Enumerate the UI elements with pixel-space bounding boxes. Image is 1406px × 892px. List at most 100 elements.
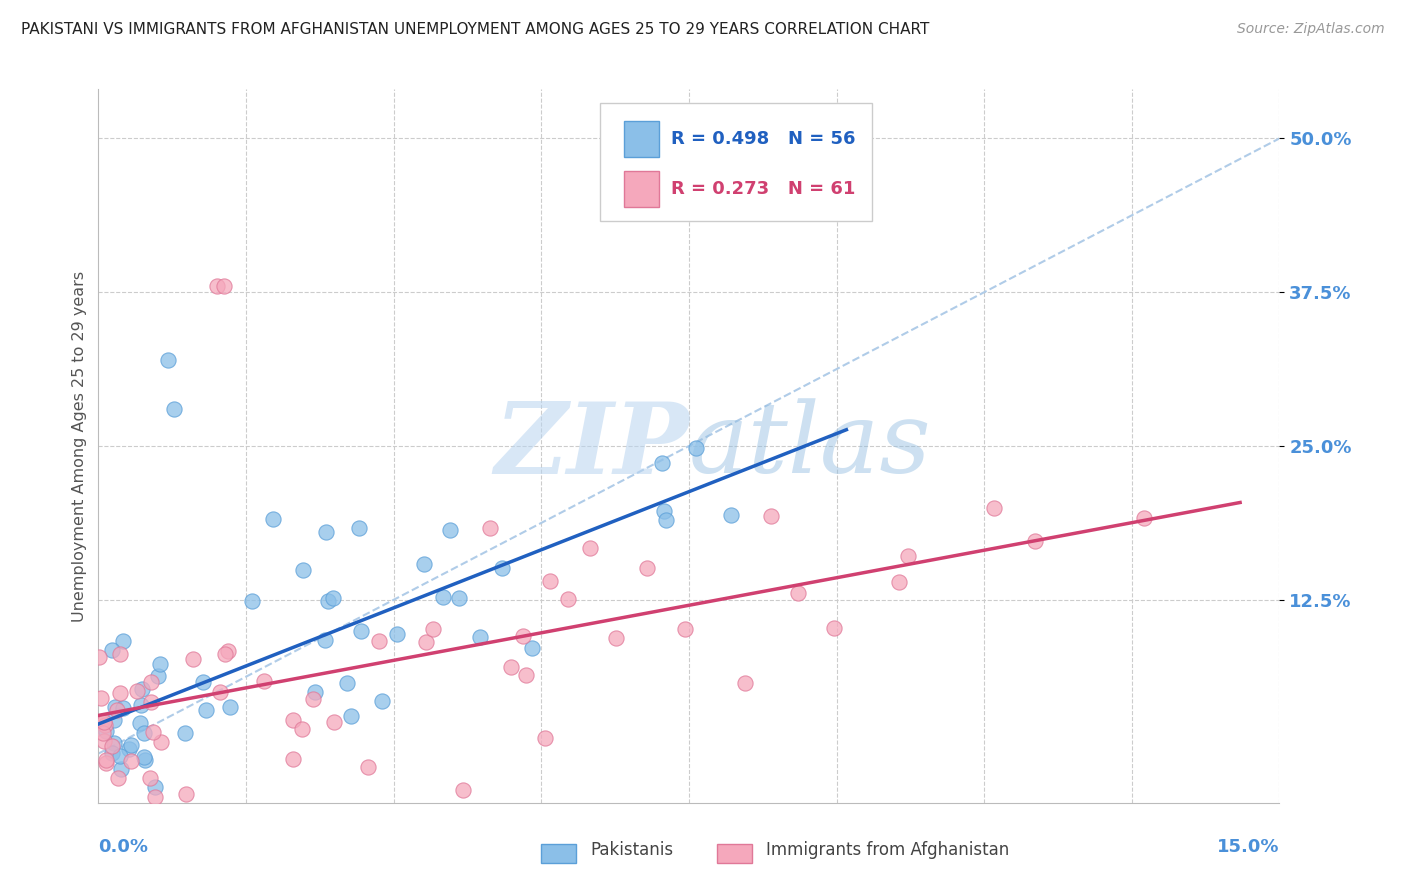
Point xyxy=(101,643,124,657)
Point xyxy=(139,821,162,835)
Point xyxy=(651,456,673,470)
Text: 15.0%: 15.0% xyxy=(1218,838,1279,856)
Point xyxy=(385,627,408,641)
Point xyxy=(534,731,557,745)
Point xyxy=(253,673,276,688)
Point xyxy=(101,739,124,753)
Text: ZIP: ZIP xyxy=(494,398,689,494)
Point xyxy=(110,762,132,776)
Text: atlas: atlas xyxy=(689,399,932,493)
Point xyxy=(90,816,112,830)
Point xyxy=(422,622,444,636)
Point xyxy=(205,279,228,293)
Point xyxy=(1024,534,1046,549)
Point xyxy=(191,675,214,690)
Point xyxy=(655,512,678,526)
Point xyxy=(787,586,810,600)
Point xyxy=(759,509,782,524)
Text: PAKISTANI VS IMMIGRANTS FROM AFGHANISTAN UNEMPLOYMENT AMONG AGES 25 TO 29 YEARS : PAKISTANI VS IMMIGRANTS FROM AFGHANISTAN… xyxy=(21,22,929,37)
Point xyxy=(90,690,112,705)
Point xyxy=(112,633,135,648)
Point xyxy=(103,736,125,750)
Point xyxy=(90,714,112,729)
Point xyxy=(93,734,115,748)
Point xyxy=(101,746,124,760)
Point xyxy=(143,780,166,794)
Point xyxy=(181,651,204,665)
Point xyxy=(107,771,129,785)
Point xyxy=(734,676,756,690)
Point xyxy=(134,753,156,767)
Point xyxy=(412,557,434,571)
Point xyxy=(150,837,173,851)
Point xyxy=(470,630,492,644)
Point xyxy=(127,683,149,698)
Text: R = 0.273   N = 61: R = 0.273 N = 61 xyxy=(671,180,856,198)
Point xyxy=(174,787,197,801)
Point xyxy=(636,561,658,575)
Point xyxy=(194,703,217,717)
Text: 0.0%: 0.0% xyxy=(98,838,149,856)
Point xyxy=(89,650,111,665)
Point xyxy=(108,749,131,764)
Point xyxy=(93,715,115,730)
Point xyxy=(685,441,707,455)
Point xyxy=(439,523,461,537)
Point xyxy=(146,669,169,683)
Point xyxy=(108,647,131,661)
Point xyxy=(149,657,172,672)
Point xyxy=(120,739,142,753)
Point xyxy=(262,511,284,525)
Point xyxy=(93,718,115,732)
Point xyxy=(94,756,117,771)
Point xyxy=(118,742,141,756)
Point xyxy=(214,647,236,661)
Bar xyxy=(624,121,659,157)
Point xyxy=(150,734,173,748)
Point xyxy=(94,724,117,739)
Point xyxy=(520,640,543,655)
Point xyxy=(301,692,323,706)
Point xyxy=(120,755,142,769)
Point xyxy=(887,575,910,590)
Text: Pakistanis: Pakistanis xyxy=(591,840,673,858)
Point xyxy=(673,622,696,636)
Point xyxy=(96,753,118,767)
Text: Immigrants from Afghanistan: Immigrants from Afghanistan xyxy=(766,840,1010,858)
Point xyxy=(143,790,166,805)
Point xyxy=(897,549,920,563)
Point xyxy=(432,590,454,604)
Point xyxy=(104,700,127,714)
Point xyxy=(131,681,153,696)
Point xyxy=(605,631,627,645)
Point xyxy=(415,635,437,649)
Point xyxy=(105,703,128,717)
Point xyxy=(499,660,522,674)
Y-axis label: Unemployment Among Ages 25 to 29 years: Unemployment Among Ages 25 to 29 years xyxy=(72,270,87,622)
Point xyxy=(139,771,162,785)
Point xyxy=(491,561,513,575)
Point xyxy=(557,591,579,606)
Point xyxy=(347,521,370,535)
Point xyxy=(108,686,131,700)
Point xyxy=(823,621,845,635)
Point xyxy=(453,783,475,797)
Point xyxy=(447,591,470,605)
Point xyxy=(157,352,180,367)
Point xyxy=(218,699,240,714)
Point xyxy=(240,593,263,607)
Point xyxy=(323,714,346,729)
Point xyxy=(142,724,165,739)
Point xyxy=(209,685,232,699)
Text: R = 0.498   N = 56: R = 0.498 N = 56 xyxy=(671,130,856,148)
Point xyxy=(162,402,184,417)
Point xyxy=(357,760,380,774)
Point xyxy=(512,629,534,643)
Text: Source: ZipAtlas.com: Source: ZipAtlas.com xyxy=(1237,22,1385,37)
Point xyxy=(291,722,314,736)
Point xyxy=(336,676,359,690)
Point xyxy=(112,701,135,715)
Point xyxy=(538,574,561,589)
Point xyxy=(131,698,153,713)
Point xyxy=(139,695,162,709)
